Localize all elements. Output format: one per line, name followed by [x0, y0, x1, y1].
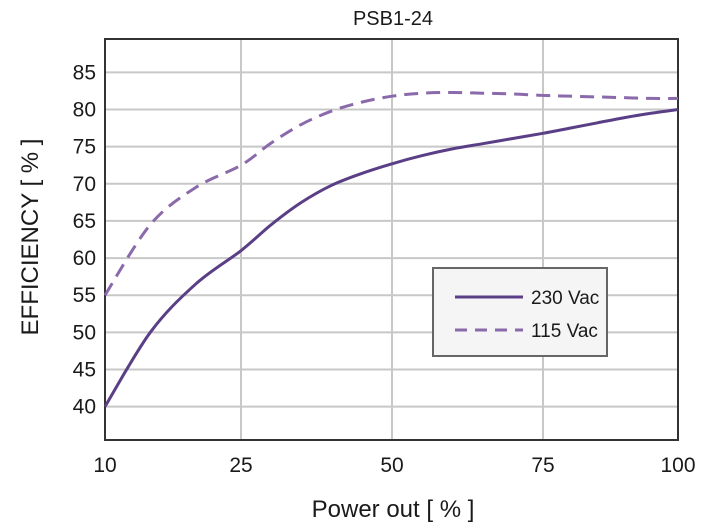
- y-tick-label: 45: [73, 358, 96, 381]
- x-tick-label: 25: [229, 454, 252, 477]
- y-tick-label: 40: [73, 396, 96, 419]
- x-tick-label: 75: [531, 454, 554, 477]
- legend-label-115-vac: 115 Vac: [531, 321, 598, 342]
- x-tick-label: 100: [660, 454, 695, 477]
- y-tick-label: 50: [73, 321, 96, 344]
- series-layer: [103, 90, 679, 408]
- y-tick-label: 60: [73, 247, 96, 270]
- series-line-230-vac: [103, 108, 679, 408]
- x-axis-ticks: 10 25 50 75 100: [93, 454, 695, 477]
- legend: 230 Vac 115 Vac: [432, 267, 608, 357]
- x-tick-label: 10: [93, 454, 116, 477]
- series-line-115-vac: [103, 90, 679, 297]
- y-tick-label: 70: [73, 173, 96, 196]
- x-axis-title: Power out [ % ]: [312, 496, 475, 523]
- legend-box: [432, 267, 608, 357]
- chart-title: PSB1-24: [353, 8, 433, 30]
- y-axis-ticks: 40 45 50 55 60 65 70 75 80 85: [73, 61, 96, 418]
- gridlines: [105, 39, 678, 440]
- y-tick-label: 85: [73, 61, 96, 84]
- legend-label-230-vac: 230 Vac: [531, 288, 599, 309]
- x-tick-label: 50: [380, 454, 403, 477]
- y-tick-label: 75: [73, 136, 96, 159]
- y-tick-label: 55: [73, 284, 96, 307]
- plot-area-frame: [104, 38, 679, 441]
- y-tick-label: 65: [73, 210, 96, 233]
- y-axis-title: EFFICIENCY [ % ]: [17, 139, 44, 336]
- y-tick-label: 80: [73, 99, 96, 122]
